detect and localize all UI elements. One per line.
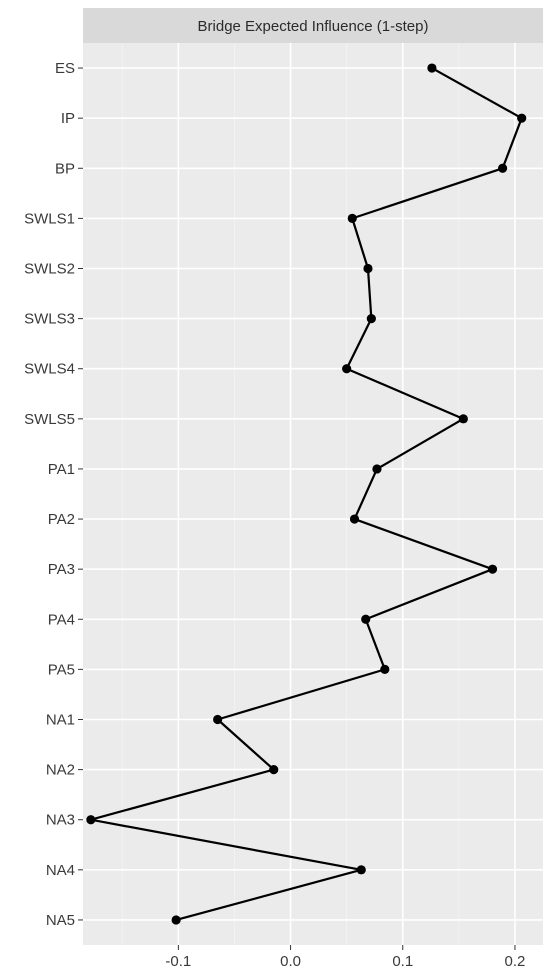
chart-title: Bridge Expected Influence (1-step) (198, 18, 429, 35)
y-tick-label-SWLS5: SWLS5 (24, 411, 75, 428)
strip-background (83, 8, 543, 43)
y-tick-label-BP: BP (55, 160, 75, 177)
point-SWLS2 (363, 263, 373, 274)
y-tick-label-SWLS1: SWLS1 (24, 210, 75, 227)
x-tick-label-2: 0.1 (392, 953, 413, 970)
y-tick-label-SWLS4: SWLS4 (24, 361, 75, 378)
y-tick-label-PA1: PA1 (48, 461, 75, 478)
x-tick-label-1: 0.0 (280, 953, 301, 970)
y-tick-label-NA3: NA3 (46, 812, 75, 829)
point-SWLS1 (347, 213, 357, 223)
y-tick-label-NA4: NA4 (46, 862, 75, 879)
point-PA3 (487, 564, 498, 574)
point-PA4 (361, 614, 371, 624)
point-SWLS5 (458, 414, 468, 424)
y-tick-label-SWLS2: SWLS2 (24, 261, 75, 278)
y-tick-label-SWLS3: SWLS3 (24, 311, 75, 328)
y-tick-label-PA3: PA3 (48, 561, 75, 578)
point-NA3 (86, 815, 96, 825)
panel-background (83, 43, 543, 945)
point-PA2 (349, 514, 360, 524)
point-BP (498, 163, 508, 173)
axes: ES IP BP SWLS1 SWLS2 SWLS3 SWLS4 SWLS5 PA1 PA2 PA3… (24, 60, 525, 970)
x-tick-label-0: -0.1 (165, 953, 191, 970)
y-tick-label-ES: ES (55, 60, 75, 77)
series (86, 63, 527, 925)
y-tick-label-NA2: NA2 (46, 762, 75, 779)
y-tick-label-IP: IP (61, 110, 75, 127)
y-tick-label-NA5: NA5 (46, 912, 75, 929)
point-PA5 (380, 664, 390, 674)
y-tick-label-NA1: NA1 (46, 712, 75, 729)
point-NA1 (213, 714, 223, 725)
point-PA1 (372, 464, 382, 474)
point-IP (517, 113, 527, 123)
y-tick-label-PA5: PA5 (48, 661, 75, 678)
point-NA4 (356, 865, 366, 875)
point-NA2 (269, 765, 279, 775)
point-SWLS4 (342, 364, 352, 374)
series-line (89, 67, 523, 922)
x-tick-label-3: 0.2 (505, 953, 526, 970)
y-tick-label-PA4: PA4 (48, 611, 75, 628)
point-NA5 (171, 915, 181, 925)
point-SWLS3 (366, 314, 376, 324)
y-tick-label-PA2: PA2 (48, 511, 75, 528)
point-ES (427, 63, 437, 73)
grid (83, 43, 543, 945)
